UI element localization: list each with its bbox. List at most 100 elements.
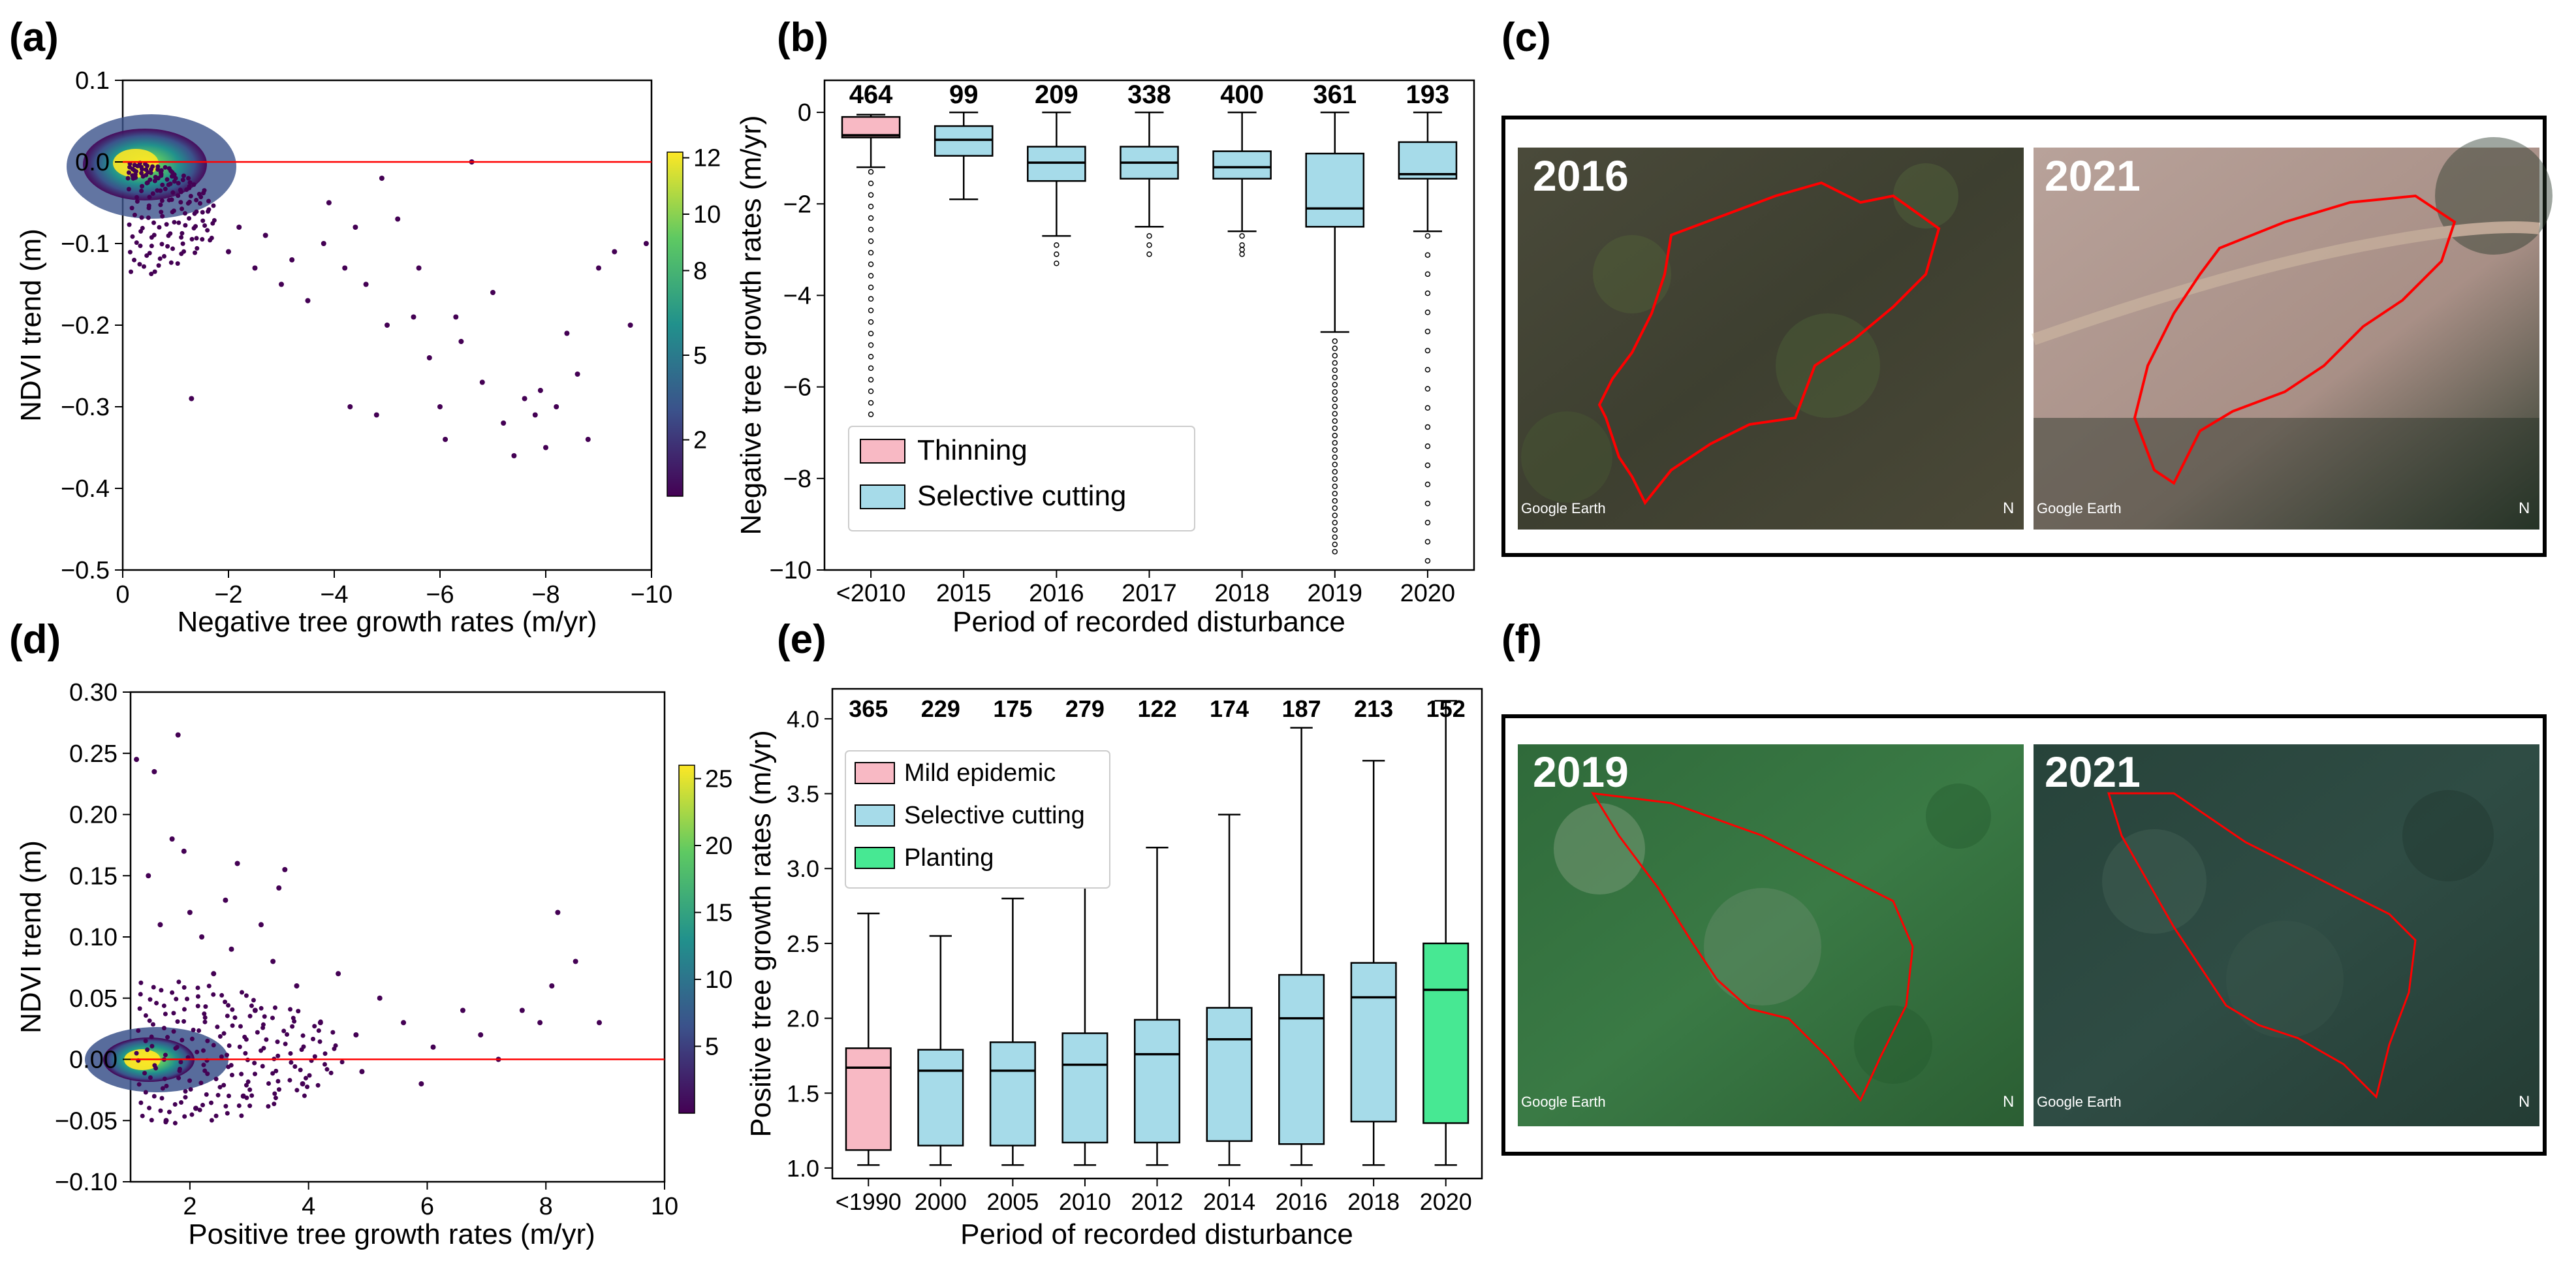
scatter-point [157,225,162,230]
x-tick-label-e-7: 2018 [1347,1188,1400,1215]
scatter-point [187,180,193,185]
scatter-point [564,330,570,336]
scatter-point [236,1103,242,1109]
scatter-point [238,1024,243,1029]
box-b-5 [1305,152,1365,228]
scatter-point [460,1007,465,1013]
outlier-b-6 [1424,328,1431,334]
disturbance-outline-2021-c [2133,194,2457,485]
scatter-point [200,210,205,215]
count-label-b-5: 361 [1313,80,1357,109]
scatter-point [159,242,165,247]
scatter-point [134,1051,139,1056]
x-tick-label-a: −4 [320,581,348,609]
legend-label-selective-e: Selective cutting [904,802,1085,829]
scatter-point [247,1103,253,1109]
x-axis-label-e: Period of recorded disturbance [960,1218,1353,1250]
scatter-point [585,437,591,442]
scatter-point [138,229,144,234]
scatter-point [270,1071,275,1076]
scatter-point [215,1092,221,1098]
scatter-point [141,264,146,269]
scatter-point [537,388,543,393]
scatter-point [543,445,548,451]
scatter-point [163,1118,169,1124]
scatter-point [191,1028,196,1033]
legend-swatch-selective [860,484,905,509]
x-tick-label-b-1: 2015 [936,580,992,607]
google-earth-watermark-right-f: Google Earth [2037,1094,2122,1110]
scatter-point [203,1004,208,1009]
box-e-6 [1278,973,1325,1145]
satellite-image-2016 [1518,148,2024,530]
outlier-b-0 [868,319,874,325]
scatter-point [127,222,132,227]
x-tick-label-a: 0 [116,581,129,609]
outlier-b-5 [1332,548,1338,555]
scatter-point [226,1003,231,1008]
y-tick-label-a: 0.0 [75,149,110,176]
y-tick-label-d: −0.10 [55,1169,118,1196]
scatter-point [300,1033,306,1038]
scatter-point [322,1062,328,1067]
scatter-point [127,249,133,255]
scatter-point [612,249,618,255]
scatter-point [312,1024,317,1029]
outlier-b-5 [1332,541,1338,548]
scatter-point [262,1014,267,1019]
scatter-point [159,168,164,173]
scatter-point [285,1032,290,1037]
scatter-point [243,1083,249,1088]
y-tick-label-d: 0.05 [69,985,118,1013]
outlier-b-0 [868,180,874,187]
scatter-point [249,1003,254,1008]
scatter-point [290,1024,295,1029]
panel-label-c: (c) [1501,15,1551,60]
scatter-point [152,178,157,183]
scatter-point [168,260,174,265]
scatter-point [213,1077,219,1082]
scatter-point [140,183,145,189]
y-tick-label-e: 1.5 [787,1080,819,1107]
y-tick-label-e: 3.0 [787,855,819,882]
outlier-b-5 [1332,490,1338,497]
scatter-point [195,1004,200,1009]
scatter-point [243,1051,248,1056]
outlier-b-3 [1146,251,1152,257]
outlier-b-2 [1054,261,1060,266]
scatter-point [239,1071,244,1077]
scatter-point [288,1007,293,1012]
scatter-point [137,262,142,267]
scatter-point [191,182,196,187]
scatter-point [437,404,443,409]
scatter-point [189,236,195,242]
legend-swatch-selective-e [855,804,895,827]
scatter-point [202,1068,208,1073]
scatter-point [174,1045,180,1050]
scatter-point [146,215,151,221]
outlier-b-5 [1332,432,1338,439]
scatter-point [148,170,153,176]
scatter-point [300,1081,306,1086]
scatter-point [163,1011,168,1017]
year-label-2016: 2016 [1533,151,1629,200]
scatter-point [129,206,134,211]
y-tick-label-d: 0.30 [69,679,118,706]
scatter-point [205,1038,210,1043]
scatter-point [226,249,231,255]
scatter-point [261,1045,266,1051]
scatter-point [176,1075,181,1081]
scatter-point [170,990,175,995]
scatter-point [125,176,131,181]
scatter-point [336,971,341,977]
scatter-point [205,1071,210,1077]
outlier-b-5 [1332,353,1338,359]
y-tick-label-a: −0.4 [61,475,110,503]
scatter-point [159,1096,165,1101]
scatter-point [416,265,422,271]
scatter-point [139,165,144,170]
box-b-1 [934,125,994,157]
box-b-6 [1398,141,1458,180]
outlier-b-3 [1146,242,1152,248]
outlier-b-4 [1239,251,1245,257]
